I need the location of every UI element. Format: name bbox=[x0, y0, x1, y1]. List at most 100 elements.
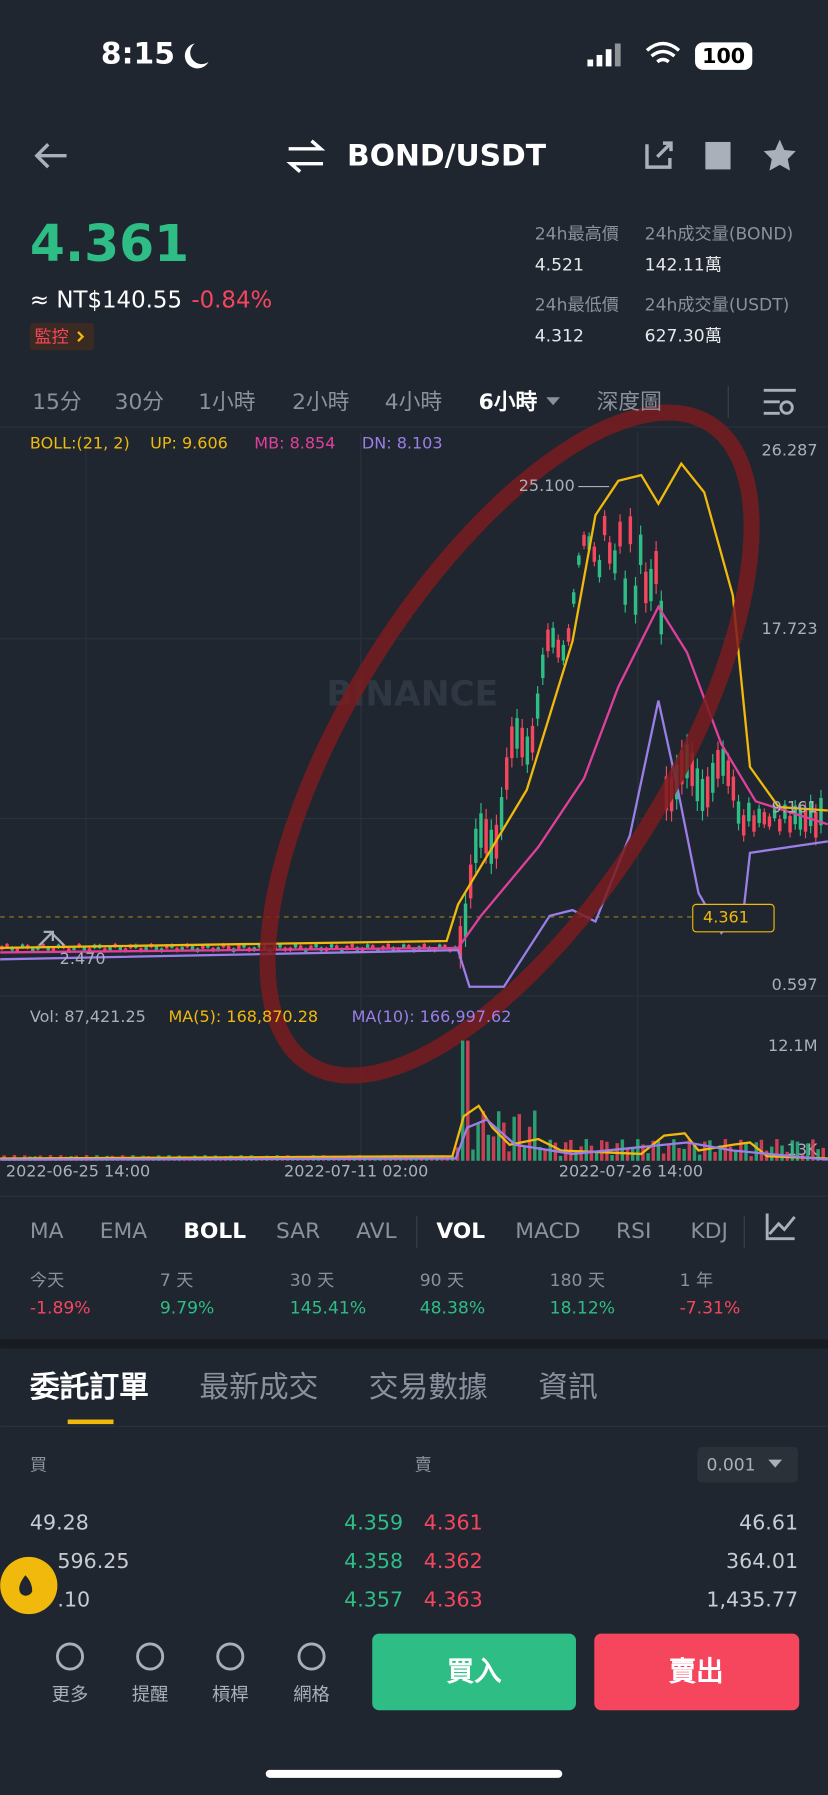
buy-label[interactable]: 買入 bbox=[447, 1657, 502, 1688]
candle-body bbox=[463, 903, 468, 937]
monitor-badge[interactable] bbox=[29, 322, 95, 351]
indicator-tab[interactable]: MA bbox=[30, 1219, 64, 1244]
interval-tab[interactable]: 4小時 bbox=[385, 390, 442, 415]
swap-icon[interactable] bbox=[286, 139, 326, 174]
candle-body bbox=[67, 948, 71, 952]
interval-tab[interactable]: 1小時 bbox=[198, 390, 255, 415]
candle-body bbox=[206, 944, 210, 948]
chart-grid bbox=[0, 432, 828, 1197]
signal-icon bbox=[587, 43, 621, 67]
candle-body bbox=[566, 628, 571, 642]
candle-body bbox=[72, 946, 76, 950]
indicator-tab[interactable]: BOLL bbox=[183, 1219, 246, 1244]
nav-icon[interactable] bbox=[297, 1642, 326, 1671]
indicator-tab[interactable]: AVL bbox=[356, 1219, 396, 1244]
monitor-label[interactable]: 監控 bbox=[35, 328, 69, 348]
indicator-tab[interactable]: MACD bbox=[515, 1219, 580, 1244]
volume-bar bbox=[718, 1145, 722, 1161]
candle-body bbox=[314, 944, 318, 948]
candle-body bbox=[638, 534, 643, 566]
indicator-tab[interactable]: KDJ bbox=[690, 1219, 727, 1244]
candle-body bbox=[401, 944, 406, 948]
vol-axis: 12.1M bbox=[768, 1036, 817, 1055]
settings-icon[interactable] bbox=[763, 388, 796, 415]
candle-body bbox=[489, 829, 493, 864]
candle-body bbox=[561, 644, 566, 661]
dropdown-arrow bbox=[546, 397, 560, 406]
candle-body bbox=[752, 815, 756, 832]
candle-body bbox=[803, 809, 808, 832]
candle-body bbox=[731, 776, 736, 801]
interval-tab[interactable]: 2小時 bbox=[292, 390, 349, 415]
flame-icon bbox=[19, 1575, 33, 1596]
buy-button[interactable] bbox=[372, 1633, 576, 1711]
indicator-tab[interactable]: EMA bbox=[100, 1219, 148, 1244]
candle-body bbox=[530, 725, 535, 753]
current-price-tag[interactable] bbox=[692, 903, 775, 933]
vol-axis: 13K bbox=[787, 1140, 818, 1159]
volume-bar bbox=[666, 1144, 671, 1161]
volume-bar bbox=[687, 1139, 692, 1161]
nav-label[interactable]: 槓桿 bbox=[212, 1684, 249, 1705]
fiat-price: ≈ NT$140.55 bbox=[30, 288, 182, 314]
volume-bar bbox=[486, 1134, 491, 1161]
candle-body bbox=[649, 568, 653, 602]
candle-body bbox=[571, 592, 576, 604]
boll-mb: MB: 8.854 bbox=[254, 434, 335, 453]
nav-icon[interactable] bbox=[136, 1642, 165, 1671]
back-button[interactable] bbox=[34, 143, 67, 169]
interval-tab[interactable]: 深度圖 bbox=[597, 390, 662, 415]
ma10-label: MA(10): 166,997.62 bbox=[352, 1007, 512, 1026]
nav-label[interactable]: 更多 bbox=[52, 1684, 89, 1705]
nav-label[interactable]: 網格 bbox=[293, 1684, 330, 1705]
candle-body bbox=[695, 768, 700, 802]
candle-body bbox=[808, 801, 813, 827]
indicator-tab[interactable]: SAR bbox=[276, 1219, 320, 1244]
candle-body bbox=[20, 944, 25, 948]
compare-icon[interactable] bbox=[705, 141, 731, 170]
interval-tab[interactable]: 15分 bbox=[32, 390, 81, 415]
candle-body bbox=[139, 948, 143, 952]
sell-button[interactable] bbox=[594, 1633, 800, 1711]
nav-icon[interactable] bbox=[55, 1642, 85, 1671]
expand-icon[interactable] bbox=[38, 930, 66, 947]
current-price-label: 4.361 bbox=[703, 908, 749, 927]
volume-bar bbox=[558, 1155, 563, 1161]
sell-label[interactable]: 賣出 bbox=[669, 1657, 724, 1688]
volume-bar bbox=[496, 1111, 501, 1161]
volume-bar bbox=[775, 1139, 779, 1161]
volume-bar bbox=[697, 1154, 702, 1161]
sell-header: 賣 bbox=[415, 1455, 432, 1475]
candle-body bbox=[396, 947, 401, 952]
candle-body bbox=[608, 542, 612, 564]
nav-icon[interactable] bbox=[216, 1642, 245, 1671]
chart-type-icon[interactable] bbox=[765, 1213, 796, 1241]
candle-body bbox=[216, 947, 220, 951]
interval-tab[interactable]: 6小時 bbox=[479, 390, 538, 415]
section-tab[interactable]: 資訊 bbox=[538, 1370, 598, 1405]
volume-bar bbox=[466, 1040, 470, 1161]
candle-body bbox=[654, 551, 658, 585]
nav-label[interactable]: 提醒 bbox=[132, 1684, 169, 1705]
precision-select[interactable] bbox=[697, 1446, 799, 1483]
volume-bar bbox=[790, 1140, 795, 1161]
candle-body bbox=[515, 718, 519, 749]
share-icon[interactable] bbox=[645, 141, 673, 169]
volume-bar bbox=[538, 1146, 542, 1161]
section-tab[interactable]: 委託訂單 bbox=[30, 1370, 149, 1405]
interval-tab[interactable]: 30分 bbox=[115, 390, 164, 415]
volume-bar bbox=[476, 1123, 480, 1161]
period-change: 48.38% bbox=[420, 1298, 485, 1318]
period-label: 7 天 bbox=[160, 1271, 194, 1291]
section-tab[interactable]: 交易數據 bbox=[369, 1370, 488, 1405]
bid-amount: 49.28 bbox=[30, 1511, 89, 1535]
stat-value: 142.11萬 bbox=[645, 256, 722, 276]
indicator-tab[interactable]: RSI bbox=[616, 1219, 651, 1244]
indicator-tab[interactable]: VOL bbox=[436, 1219, 485, 1244]
section-tab[interactable]: 最新成交 bbox=[199, 1370, 318, 1405]
favorite-icon[interactable] bbox=[763, 139, 796, 171]
candle-body bbox=[407, 945, 411, 949]
candle-body bbox=[5, 943, 9, 948]
